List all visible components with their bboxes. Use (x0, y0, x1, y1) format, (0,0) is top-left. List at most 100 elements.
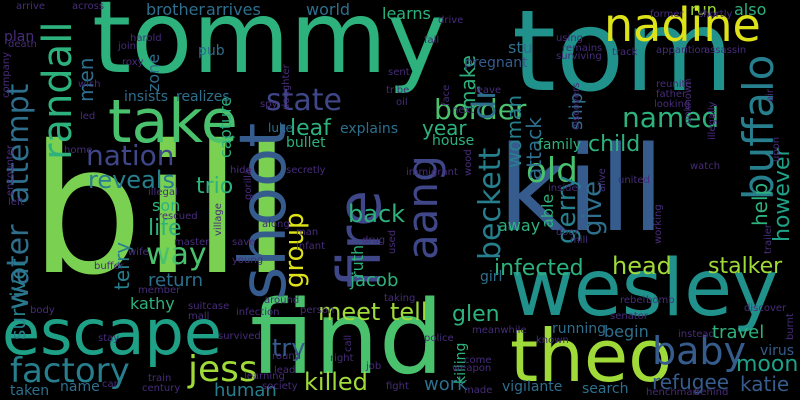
word-plan: plan (4, 29, 35, 45)
word-police: police (424, 333, 454, 344)
word-working: working (653, 204, 664, 244)
word-remains: remains (562, 43, 603, 54)
word-work: work (424, 374, 468, 395)
word-save: save (232, 237, 256, 248)
word-rebel: rebel (620, 295, 646, 306)
word-next: next (452, 105, 475, 116)
word-body: body (30, 305, 55, 316)
word-used: used (387, 229, 398, 254)
word-former: former (650, 9, 684, 20)
word-name: name (60, 379, 100, 395)
word-upon: upon (771, 136, 782, 162)
word-also: also (734, 0, 767, 19)
word-try: try (272, 334, 306, 362)
word-across: across (72, 1, 105, 12)
word-young: young (232, 255, 264, 266)
word-search: search (582, 381, 629, 397)
word-back: back (348, 200, 406, 228)
word-shortly: shortly (698, 9, 733, 20)
word-mall: mall (188, 311, 210, 322)
word-reveals: reveals (88, 166, 175, 194)
word-theo: theo (510, 314, 673, 398)
word-person: person (300, 305, 335, 316)
word-arrive: arrive (16, 1, 46, 12)
word-harold: harold (130, 33, 162, 44)
word-zone: zone (144, 53, 163, 92)
word-begin: begin (604, 322, 649, 341)
word-wife: wife (128, 247, 149, 258)
word-insists: insists (124, 89, 169, 105)
word-wesley: wesley (510, 244, 779, 334)
word-drive: drive (438, 15, 464, 26)
word-buffer: buffer (94, 261, 124, 272)
word-capture: capture (216, 96, 235, 158)
word-luke: luke (268, 121, 293, 135)
word-nation: nation (86, 139, 175, 172)
word-woman: woman (502, 94, 526, 168)
word-looking: looking (654, 99, 691, 110)
word-face: face (441, 84, 452, 106)
word-watch: watch (690, 161, 721, 172)
word-century: century (142, 383, 181, 394)
word-air: air (765, 88, 776, 102)
word-girl: girl (480, 269, 503, 285)
word-trailer: trailer (763, 224, 774, 254)
word-nadine: nadine (604, 0, 761, 52)
word-brother: brother (146, 0, 206, 19)
word-united: united (618, 175, 650, 186)
word-encounter: encounter (5, 145, 16, 196)
word-weapon: weapon (452, 363, 492, 374)
word-world: world (306, 0, 351, 19)
word-stu: stu (508, 38, 533, 57)
word-jess: jess (188, 349, 258, 390)
word-realizes: realizes (176, 89, 230, 105)
word-home: home (64, 145, 93, 156)
word-right: right (330, 353, 354, 364)
word-father: father (656, 89, 687, 100)
word-death: death (8, 39, 37, 50)
word-border: border (434, 93, 527, 126)
word-gorilla: gorilla (243, 168, 254, 200)
word-behind: behind (694, 387, 729, 398)
word-refugee: refugee (652, 370, 730, 394)
word-explains: explains (340, 121, 399, 137)
word-suitcase: suitcase (188, 301, 230, 312)
word-rescued: rescued (158, 211, 198, 222)
word-train: train (148, 373, 172, 384)
word-mill: mill (570, 235, 589, 246)
word-taken: taken (10, 383, 50, 399)
word-pub: pub (198, 43, 225, 59)
word-led: led (80, 111, 96, 122)
word-discovers: discovers (571, 82, 582, 130)
word-infected: infected (494, 256, 584, 281)
word-able: able (538, 193, 557, 228)
word-randall: randall (35, 21, 81, 160)
word-infection: infection (236, 307, 280, 318)
word-family: family (538, 137, 582, 153)
word-tribe: tribe (386, 85, 410, 96)
word-learns: learns (382, 4, 431, 23)
word-child: child (588, 132, 641, 157)
word-lead: lead (274, 365, 296, 376)
word-village: village (213, 203, 224, 236)
word-inside: inside (548, 183, 578, 194)
word-job: job (366, 361, 382, 372)
word-call: call (343, 334, 354, 352)
word-head: head (612, 252, 672, 280)
word-glen: glen (452, 302, 500, 327)
word-named: named (622, 101, 720, 134)
word-reunite: reunite (656, 79, 692, 90)
word-old: old (526, 151, 578, 191)
word-moon: moon (736, 352, 799, 377)
word-killed: killed (304, 368, 368, 396)
word-hide: hide (230, 165, 252, 176)
word-kathy: kathy (130, 294, 175, 313)
word-bill: bill (30, 107, 292, 314)
word-assassin: assassin (704, 45, 747, 56)
word-known: known (536, 335, 569, 346)
word-leave: leave (474, 85, 502, 96)
word-join: join (118, 41, 137, 52)
word-vigilante: vigilante (502, 379, 563, 395)
word-travel: travel (712, 322, 765, 343)
